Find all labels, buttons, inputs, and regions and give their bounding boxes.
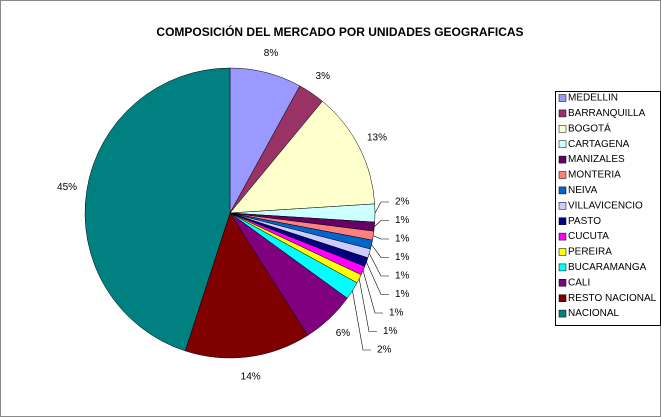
leader-line [371,244,389,258]
legend-label: CALI [568,277,590,288]
legend-swatch [558,217,567,225]
data-label: 3% [316,71,331,82]
legend-label: CUCUTA [568,231,609,242]
legend-label: BARRANQUILLA [568,108,646,119]
data-label: 1% [395,215,410,226]
legend-label: CARTAGENA [568,139,630,150]
data-label: 1% [383,326,398,337]
data-label: 6% [336,328,351,339]
legend-label: MONTERIA [568,170,621,181]
leader-line [373,235,389,240]
legend-swatch [558,186,567,195]
legend-swatch [558,171,567,179]
pie-slice [184,212,309,359]
leader-line [366,261,389,295]
legend-label: NEIVA [568,185,598,196]
legend-label: BOGOTÁ [568,121,611,134]
legend-swatch [558,155,567,164]
legend-swatch [558,294,567,302]
pie-slice [229,100,375,214]
legend-swatch [558,94,567,102]
data-label: 1% [395,289,410,300]
legend-swatch [558,140,567,148]
data-label: 45% [57,182,77,193]
legend-swatch [558,279,567,287]
legend-label: MEDELLIN [568,93,618,104]
data-label: 2% [377,345,392,356]
leader-line [352,290,371,351]
legend-swatch [558,202,567,210]
legend-swatch [558,109,567,118]
legend-label: PEREIRA [568,247,612,258]
legend-label: MANIZALES [568,154,625,165]
leader-line [374,201,389,214]
pie-slice [84,67,231,352]
legend-label: VILLAVICENCIO [568,200,643,211]
legend-label: NACIONAL [568,308,620,319]
legend-label: RESTO NACIONAL [568,293,657,304]
legend-swatch [558,125,567,133]
data-label: 1% [389,308,404,319]
data-label: 1% [395,234,410,245]
leader-line [374,220,389,227]
leader-line [368,253,389,277]
leader-line [358,278,377,332]
data-label: 14% [241,371,261,382]
data-label: 1% [395,271,410,282]
chart-title: COMPOSICIÓN DEL MERCADO POR UNIDADES GEO… [156,24,523,39]
legend-box [555,91,661,326]
legend-swatch [558,309,567,318]
legend-swatch [558,263,567,272]
legend-label: BUCARAMANGA [568,262,647,273]
legend-swatch [558,232,567,241]
data-label: 1% [395,252,410,263]
data-label: 8% [264,48,279,59]
data-label: 13% [367,133,387,144]
data-label: 2% [395,197,410,208]
legend-swatch [558,248,567,256]
legend-label: PASTO [568,216,601,227]
leader-line [362,270,383,314]
